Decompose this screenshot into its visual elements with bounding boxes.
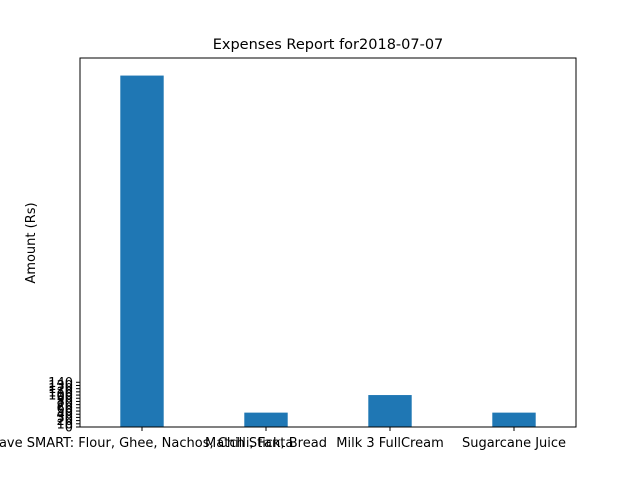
x-tick-label-2: Milk 3 FullCream <box>336 436 444 451</box>
x-tick-label-0: Save SMART: Flour, Ghee, Nachos, Chilli,… <box>0 436 293 451</box>
x-tick-label-1: Match Stick, Bread <box>205 436 327 451</box>
y-tick-label-14: 140 <box>48 376 73 391</box>
y-axis-label: Amount (Rs) <box>24 202 39 283</box>
x-tick-label-3: Sugarcane Juice <box>462 436 566 451</box>
y-tick-label-11: 110 <box>48 385 73 400</box>
y-tick-label-13: 130 <box>48 379 73 394</box>
y-tick-label-6: 60 <box>56 401 73 416</box>
y-tick-label-0: 0 <box>65 421 73 436</box>
chart-title: Expenses Report for2018-07-07 <box>213 37 444 53</box>
y-tick-label-10: 100 <box>48 389 73 404</box>
y-tick-label-12: 120 <box>48 382 73 397</box>
bar-1 <box>244 412 288 427</box>
y-tick-label-7: 70 <box>56 398 73 413</box>
bar-3 <box>492 412 536 427</box>
y-tick-label-9: 90 <box>56 392 73 407</box>
y-tick-label-2: 20 <box>56 414 73 429</box>
bar-0 <box>120 75 164 428</box>
y-tick-label-8: 80 <box>56 395 73 410</box>
y-tick-label-5: 50 <box>56 405 73 420</box>
y-tick-label-4: 40 <box>56 408 73 423</box>
x-ticks-group: Save SMART: Flour, Ghee, Nachos, Chilli,… <box>0 427 566 451</box>
bars-group <box>120 75 536 428</box>
y-tick-label-3: 30 <box>56 411 73 426</box>
axes-frame <box>79 57 577 428</box>
bar-2 <box>368 395 412 427</box>
y-tick-label-1: 10 <box>56 417 73 432</box>
